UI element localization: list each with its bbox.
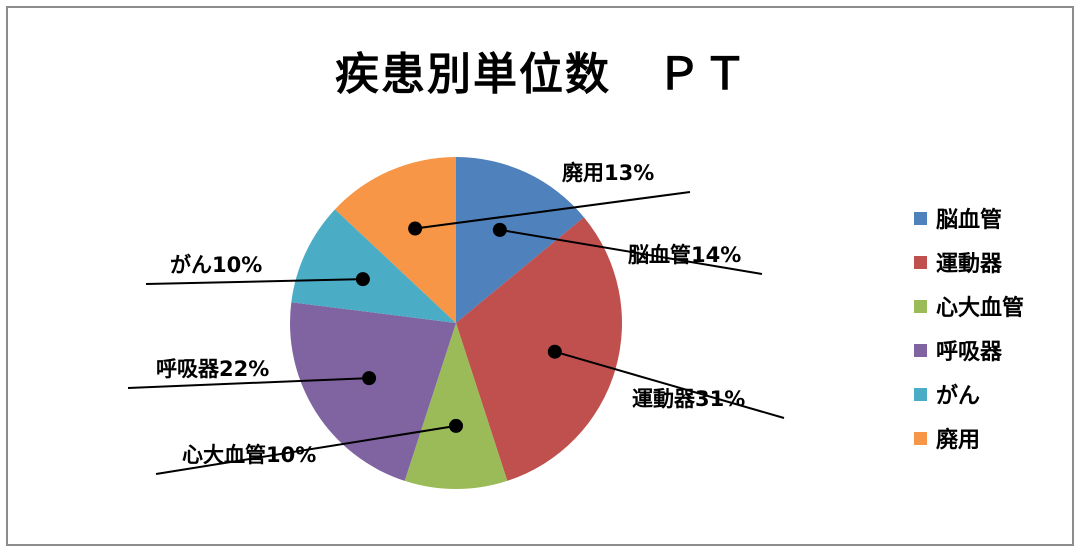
legend-swatch-4 xyxy=(914,387,927,401)
data-label-4: がん10% xyxy=(170,253,262,277)
legend-label-5: 廃用 xyxy=(936,428,981,453)
data-label-2: 心大血管10% xyxy=(182,443,316,467)
leader-line-0 xyxy=(499,228,763,275)
legend-label-0: 脳血管 xyxy=(936,208,1003,233)
legend-label-4: がん xyxy=(936,384,981,409)
data-label-3: 呼吸器22% xyxy=(156,357,269,381)
leader-lines xyxy=(127,191,785,475)
legend-swatch-0 xyxy=(914,211,927,225)
legend-label-1: 運動器 xyxy=(936,252,1003,277)
pie-slice-2 xyxy=(404,323,508,490)
pie-slice-0 xyxy=(456,157,584,323)
legend-item-2: 心大血管 xyxy=(914,284,1024,328)
legend-swatch-1 xyxy=(914,255,927,269)
leader-dot-4 xyxy=(355,272,370,287)
leader-line-4 xyxy=(145,278,363,285)
data-label-1: 運動器31% xyxy=(632,387,745,411)
leader-dot-1 xyxy=(547,344,562,359)
legend-swatch-3 xyxy=(914,343,927,357)
data-label-5: 廃用13% xyxy=(562,161,654,185)
legend-swatch-2 xyxy=(914,299,927,313)
pie-slice-5 xyxy=(334,157,456,323)
legend-item-5: 廃用 xyxy=(914,416,1024,460)
pie-slice-1 xyxy=(456,217,622,481)
legend-item-0: 脳血管 xyxy=(914,196,1024,240)
data-labels: 脳血管14% 運動器31% 心大血管10% 呼吸器22% がん10% 廃用13% xyxy=(156,161,745,467)
legend-item-3: 呼吸器 xyxy=(914,328,1024,372)
legend-item-1: 運動器 xyxy=(914,240,1024,284)
pie-slice-3 xyxy=(290,302,456,481)
leader-line-3 xyxy=(127,377,370,389)
leader-dot-5 xyxy=(408,221,423,236)
legend-swatch-5 xyxy=(914,431,927,445)
leader-line-1 xyxy=(554,350,785,419)
leader-line-2 xyxy=(155,424,457,475)
pie-slice-4 xyxy=(291,209,456,323)
legend-item-4: がん xyxy=(914,372,1024,416)
legend-label-2: 心大血管 xyxy=(936,296,1025,321)
leader-dot-3 xyxy=(362,371,377,386)
chart-title: 疾患別単位数 ＰＴ xyxy=(335,49,749,100)
legend-label-3: 呼吸器 xyxy=(936,340,1003,365)
leader-dot-2 xyxy=(449,418,463,433)
legend: 脳血管運動器心大血管呼吸器がん廃用 xyxy=(914,196,1024,460)
leader-line-5 xyxy=(414,191,691,230)
data-label-0: 脳血管14% xyxy=(628,243,741,267)
pie-slices xyxy=(290,157,622,490)
leader-dot-0 xyxy=(492,222,507,237)
